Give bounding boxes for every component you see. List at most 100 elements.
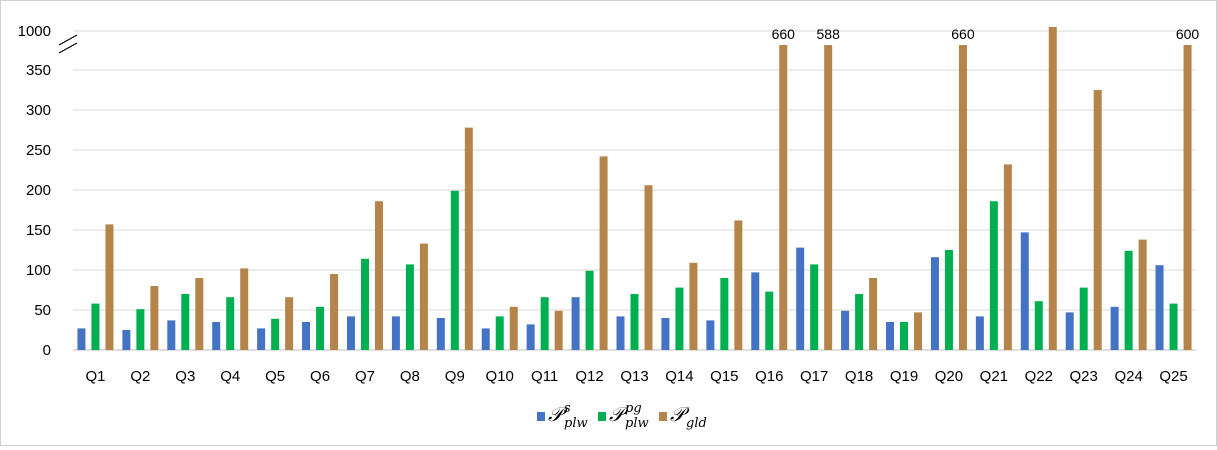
data-label-q17: 588 — [817, 26, 841, 42]
bar-q4-series-1 — [212, 322, 220, 350]
x-tick-label: Q17 — [800, 368, 828, 385]
y-axis-ticks: 0 50 100 150 200 250 300 350 1000 — [18, 23, 51, 359]
x-tick-label: Q10 — [486, 368, 514, 385]
bar-q18-series-1 — [841, 311, 849, 350]
bar-q16-series-3 — [779, 45, 787, 350]
x-tick-label: Q21 — [980, 368, 1008, 385]
legend-subscript-2: plw — [625, 416, 649, 431]
bar-q8-series-2 — [406, 264, 414, 350]
bar-q25-series-3 — [1184, 45, 1192, 350]
y-tick-label: 100 — [26, 262, 51, 279]
bar-q13-series-1 — [617, 316, 625, 350]
bar-q15-series-1 — [706, 320, 714, 350]
x-tick-label: Q8 — [400, 368, 420, 385]
x-tick-label: Q14 — [665, 368, 693, 385]
bar-q24-series-2 — [1125, 251, 1133, 350]
bar-q1-series-1 — [77, 328, 85, 350]
bar-q6-series-3 — [330, 274, 338, 350]
bar-q18-series-3 — [869, 278, 877, 350]
bar-q12-series-1 — [572, 297, 580, 350]
bar-q18-series-2 — [855, 294, 863, 350]
x-tick-label: Q20 — [935, 368, 963, 385]
legend-subscript-1: plw — [564, 416, 588, 431]
x-tick-label: Q23 — [1070, 368, 1098, 385]
bar-q21-series-2 — [990, 201, 998, 350]
bar-q14-series-2 — [675, 288, 683, 350]
y-tick-label: 300 — [26, 102, 51, 119]
data-labels: 660 588 660 600 — [772, 26, 1200, 42]
bar-q19-series-1 — [886, 322, 894, 350]
bar-q17-series-1 — [796, 248, 804, 350]
bar-q19-series-2 — [900, 322, 908, 350]
x-tick-label: Q3 — [175, 368, 195, 385]
y-tick-label: 150 — [26, 222, 51, 239]
bar-q16-series-2 — [765, 292, 773, 350]
bar-q22-series-2 — [1035, 301, 1043, 350]
bar-q10-series-3 — [510, 307, 518, 350]
bar-q3-series-1 — [167, 320, 175, 350]
bar-q9-series-3 — [465, 128, 473, 350]
axis-break-mark — [59, 35, 77, 45]
bar-q10-series-1 — [482, 328, 490, 350]
bar-q22-series-3 — [1049, 27, 1057, 350]
bar-q6-series-1 — [302, 322, 310, 350]
bar-q17-series-3 — [824, 45, 832, 350]
bar-q2-series-2 — [136, 309, 144, 350]
bar-q7-series-1 — [347, 316, 355, 350]
bar-q1-series-3 — [105, 224, 113, 350]
bar-q19-series-3 — [914, 312, 922, 350]
legend-swatch-2 — [598, 412, 606, 421]
bar-q2-series-1 — [122, 330, 130, 350]
axis-break — [55, 35, 77, 55]
y-tick-label: 0 — [43, 342, 51, 359]
bar-q14-series-1 — [661, 318, 669, 350]
x-tick-label: Q19 — [890, 368, 918, 385]
bar-q24-series-3 — [1139, 240, 1147, 350]
bar-q12-series-3 — [600, 156, 608, 350]
legend-swatch-3 — [659, 412, 667, 421]
y-tick-label: 200 — [26, 182, 51, 199]
x-tick-label: Q18 — [845, 368, 873, 385]
bar-q13-series-3 — [645, 185, 653, 350]
bar-q5-series-1 — [257, 328, 265, 350]
x-tick-label: Q4 — [220, 368, 240, 385]
y-tick-label: 1000 — [18, 23, 51, 40]
x-tick-label: Q13 — [620, 368, 648, 385]
x-tick-label: Q7 — [355, 368, 375, 385]
x-tick-label: Q16 — [755, 368, 783, 385]
bar-q7-series-2 — [361, 259, 369, 350]
bar-q5-series-2 — [271, 319, 279, 350]
bar-q2-series-3 — [150, 286, 158, 350]
bar-q3-series-3 — [195, 278, 203, 350]
bar-q16-series-1 — [751, 272, 759, 350]
legend-superscript-2: pg — [625, 401, 642, 416]
bar-q10-series-2 — [496, 316, 504, 350]
bar-q8-series-1 — [392, 316, 400, 350]
bar-q21-series-1 — [976, 316, 984, 350]
x-tick-label: Q24 — [1114, 368, 1142, 385]
data-label-q20: 660 — [951, 26, 975, 42]
legend-subscript-3: gld — [686, 416, 707, 431]
legend-superscript-1: s — [564, 401, 571, 416]
legend-swatch-1 — [537, 412, 545, 421]
bar-q13-series-2 — [631, 294, 639, 350]
x-tick-label: Q6 — [310, 368, 330, 385]
bar-q20-series-2 — [945, 250, 953, 350]
bar-q8-series-3 — [420, 244, 428, 350]
x-tick-label: Q5 — [265, 368, 285, 385]
x-tick-label: Q25 — [1159, 368, 1187, 385]
x-tick-label: Q2 — [130, 368, 150, 385]
bar-q15-series-2 — [720, 278, 728, 350]
bar-q12-series-2 — [586, 271, 594, 350]
bar-q1-series-2 — [91, 304, 99, 350]
bar-q9-series-1 — [437, 318, 445, 350]
bar-q14-series-3 — [689, 263, 697, 350]
x-tick-label: Q11 — [531, 368, 558, 385]
bar-q23-series-1 — [1066, 312, 1074, 350]
bar-q11-series-2 — [541, 297, 549, 350]
bar-q5-series-3 — [285, 297, 293, 350]
bar-q23-series-3 — [1094, 90, 1102, 350]
y-tick-label: 350 — [26, 62, 51, 79]
bar-q20-series-3 — [959, 45, 967, 350]
